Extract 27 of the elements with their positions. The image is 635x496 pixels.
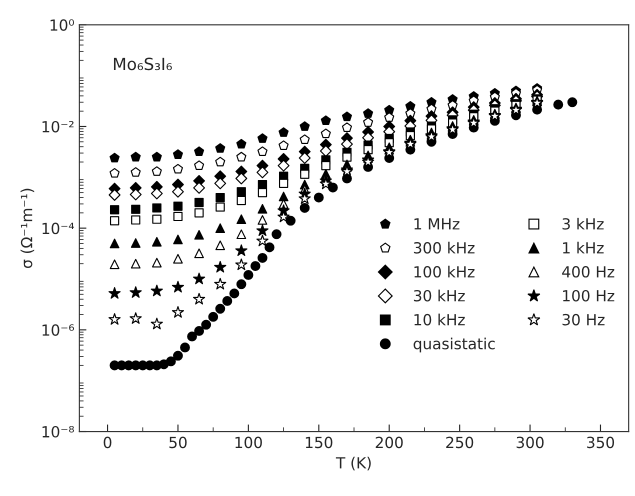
legend-label: quasistatic: [414, 338, 495, 352]
legend-label: 100 Hz: [563, 290, 614, 302]
x-tick-label: 350: [587, 436, 614, 448]
y-tick-label: 10⁻²: [42, 120, 74, 132]
legend-label: 10 kHz: [414, 314, 465, 326]
x-tick-label: 0: [104, 436, 112, 448]
legend-label: 1 MHz: [414, 218, 460, 230]
x-tick-label: 200: [376, 436, 403, 448]
x-tick-label: 150: [306, 436, 332, 448]
legend-label: 300 kHz: [414, 242, 475, 254]
y-axis-title: σ (Ω⁻¹m⁻¹): [20, 188, 34, 268]
annotation: Mo₆S₃I₆: [114, 58, 172, 70]
y-tick-label: 10⁻⁸: [42, 426, 74, 438]
x-tick-label: 100: [235, 436, 262, 448]
legend-label: 1 kHz: [563, 242, 604, 254]
y-tick-label: 10⁻⁴: [42, 222, 74, 234]
x-axis-title: T (K): [336, 456, 371, 470]
legend-label: 100 kHz: [414, 266, 475, 278]
y-tick-label: 10⁻⁶: [42, 324, 74, 336]
x-tick-label: 250: [446, 436, 474, 448]
legend-label: 30 kHz: [414, 290, 465, 302]
legend-label: 30 Hz: [562, 314, 605, 326]
y-tick-label: 10⁰: [50, 19, 74, 31]
x-tick-label: 50: [169, 436, 187, 448]
legend-label: 3 kHz: [562, 218, 604, 230]
x-tick-label: 300: [516, 436, 544, 448]
legend-label: 400 Hz: [562, 266, 614, 278]
